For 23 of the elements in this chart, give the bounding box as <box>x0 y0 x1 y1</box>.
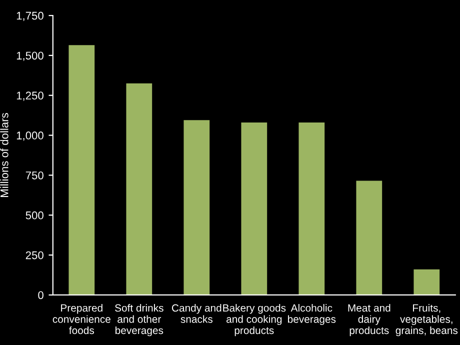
x-tick-label: Bakery goods and cooking products <box>223 304 286 336</box>
x-tick-label: Soft drinks and other beverages <box>115 304 164 336</box>
bar <box>241 122 268 295</box>
y-tick-label: 0 <box>38 291 44 300</box>
y-tick-label: 250 <box>26 251 44 260</box>
bar <box>184 120 210 295</box>
x-tick-label: Meat and dairy products <box>348 304 390 336</box>
bar <box>298 122 325 295</box>
y-tick-label: 1,500 <box>16 52 44 61</box>
y-tick-label: 500 <box>26 211 44 220</box>
bar <box>414 269 440 295</box>
y-tick-label: 1,000 <box>16 132 44 141</box>
y-tick-label: 1,250 <box>16 92 44 101</box>
bar <box>68 45 95 295</box>
x-tick-label: Fruits, vegetables, grains, beans <box>396 304 458 336</box>
x-tick-label: Candy and snacks <box>172 304 222 323</box>
bar <box>126 83 152 295</box>
x-tick-label: Alcoholic beverages <box>288 304 336 325</box>
x-tick-label: Prepared convenience foods <box>52 304 110 334</box>
bar <box>356 180 382 295</box>
y-tick-label: 1,750 <box>16 12 44 21</box>
y-tick-label: 750 <box>26 171 44 180</box>
y-axis-title: Millions of dollars <box>0 113 8 197</box>
